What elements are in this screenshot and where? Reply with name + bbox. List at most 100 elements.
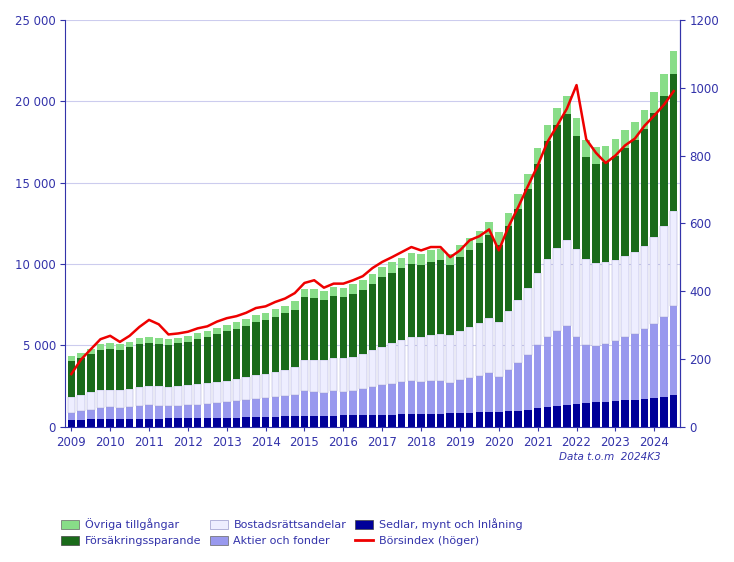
Bar [398, 414, 405, 427]
Bar [349, 356, 357, 391]
Bar [97, 350, 104, 390]
Bar [427, 262, 435, 335]
Bar [87, 419, 95, 427]
Bar [573, 249, 581, 337]
Bar [155, 406, 162, 419]
Bar [553, 125, 561, 248]
Bar [106, 343, 114, 348]
Bar [476, 323, 483, 376]
Bar [670, 306, 677, 396]
Bar [194, 333, 201, 339]
Bar [340, 288, 347, 297]
Bar [164, 387, 172, 406]
Bar [476, 376, 483, 413]
Bar [379, 385, 386, 415]
Bar [660, 75, 668, 96]
Bar [223, 402, 230, 418]
Bar [164, 406, 172, 419]
Bar [126, 342, 134, 347]
Bar [145, 405, 153, 419]
Bar [476, 413, 483, 427]
Bar [97, 345, 104, 350]
Bar [476, 231, 483, 243]
Bar [485, 235, 493, 318]
Bar [262, 320, 269, 374]
Bar [291, 395, 299, 416]
Bar [524, 288, 531, 355]
Bar [495, 245, 503, 321]
Bar [583, 140, 590, 157]
Bar [583, 260, 590, 345]
Bar [184, 342, 192, 386]
Bar [77, 395, 85, 411]
Bar [301, 288, 308, 297]
Bar [368, 274, 377, 284]
Bar [349, 391, 357, 415]
Bar [418, 255, 425, 265]
Bar [68, 420, 75, 427]
Bar [437, 260, 444, 334]
Bar [136, 338, 143, 344]
Bar [184, 418, 192, 427]
Bar [602, 146, 609, 162]
Bar [87, 353, 95, 392]
Bar [631, 252, 639, 334]
Bar [407, 381, 415, 414]
Bar [175, 418, 182, 427]
Bar [524, 189, 531, 288]
Bar [466, 238, 473, 250]
Bar [359, 415, 366, 427]
Bar [368, 284, 377, 350]
Bar [427, 251, 435, 262]
Bar [621, 130, 629, 148]
Bar [203, 383, 211, 404]
Bar [291, 301, 299, 310]
Bar [281, 370, 289, 396]
Bar [660, 96, 668, 226]
Bar [359, 289, 366, 353]
Bar [68, 356, 75, 361]
Bar [194, 405, 201, 418]
Bar [184, 405, 192, 418]
Bar [621, 337, 629, 400]
Bar [602, 345, 609, 402]
Bar [553, 406, 561, 427]
Bar [592, 402, 600, 427]
Bar [641, 110, 648, 129]
Bar [650, 324, 658, 398]
Bar [126, 419, 134, 427]
Bar [592, 262, 600, 346]
Bar [515, 300, 522, 362]
Bar [214, 404, 221, 418]
Bar [194, 418, 201, 427]
Bar [77, 411, 85, 420]
Bar [116, 390, 123, 408]
Bar [631, 400, 639, 427]
Bar [398, 257, 405, 268]
Bar [592, 147, 600, 164]
Bar [106, 407, 114, 419]
Bar [252, 375, 260, 399]
Bar [116, 345, 123, 350]
Bar [126, 407, 134, 419]
Bar [379, 347, 386, 385]
Bar [388, 343, 396, 384]
Bar [184, 386, 192, 405]
Bar [252, 417, 260, 427]
Bar [418, 382, 425, 414]
Bar [301, 360, 308, 391]
Bar [223, 380, 230, 402]
Bar [407, 414, 415, 427]
Bar [262, 374, 269, 398]
Bar [573, 136, 581, 249]
Bar [164, 419, 172, 427]
Bar [262, 417, 269, 427]
Bar [145, 337, 153, 343]
Bar [87, 392, 95, 410]
Bar [194, 384, 201, 405]
Bar [631, 140, 639, 252]
Bar [524, 174, 531, 189]
Bar [456, 257, 464, 331]
Bar [155, 338, 162, 343]
Bar [456, 331, 464, 380]
